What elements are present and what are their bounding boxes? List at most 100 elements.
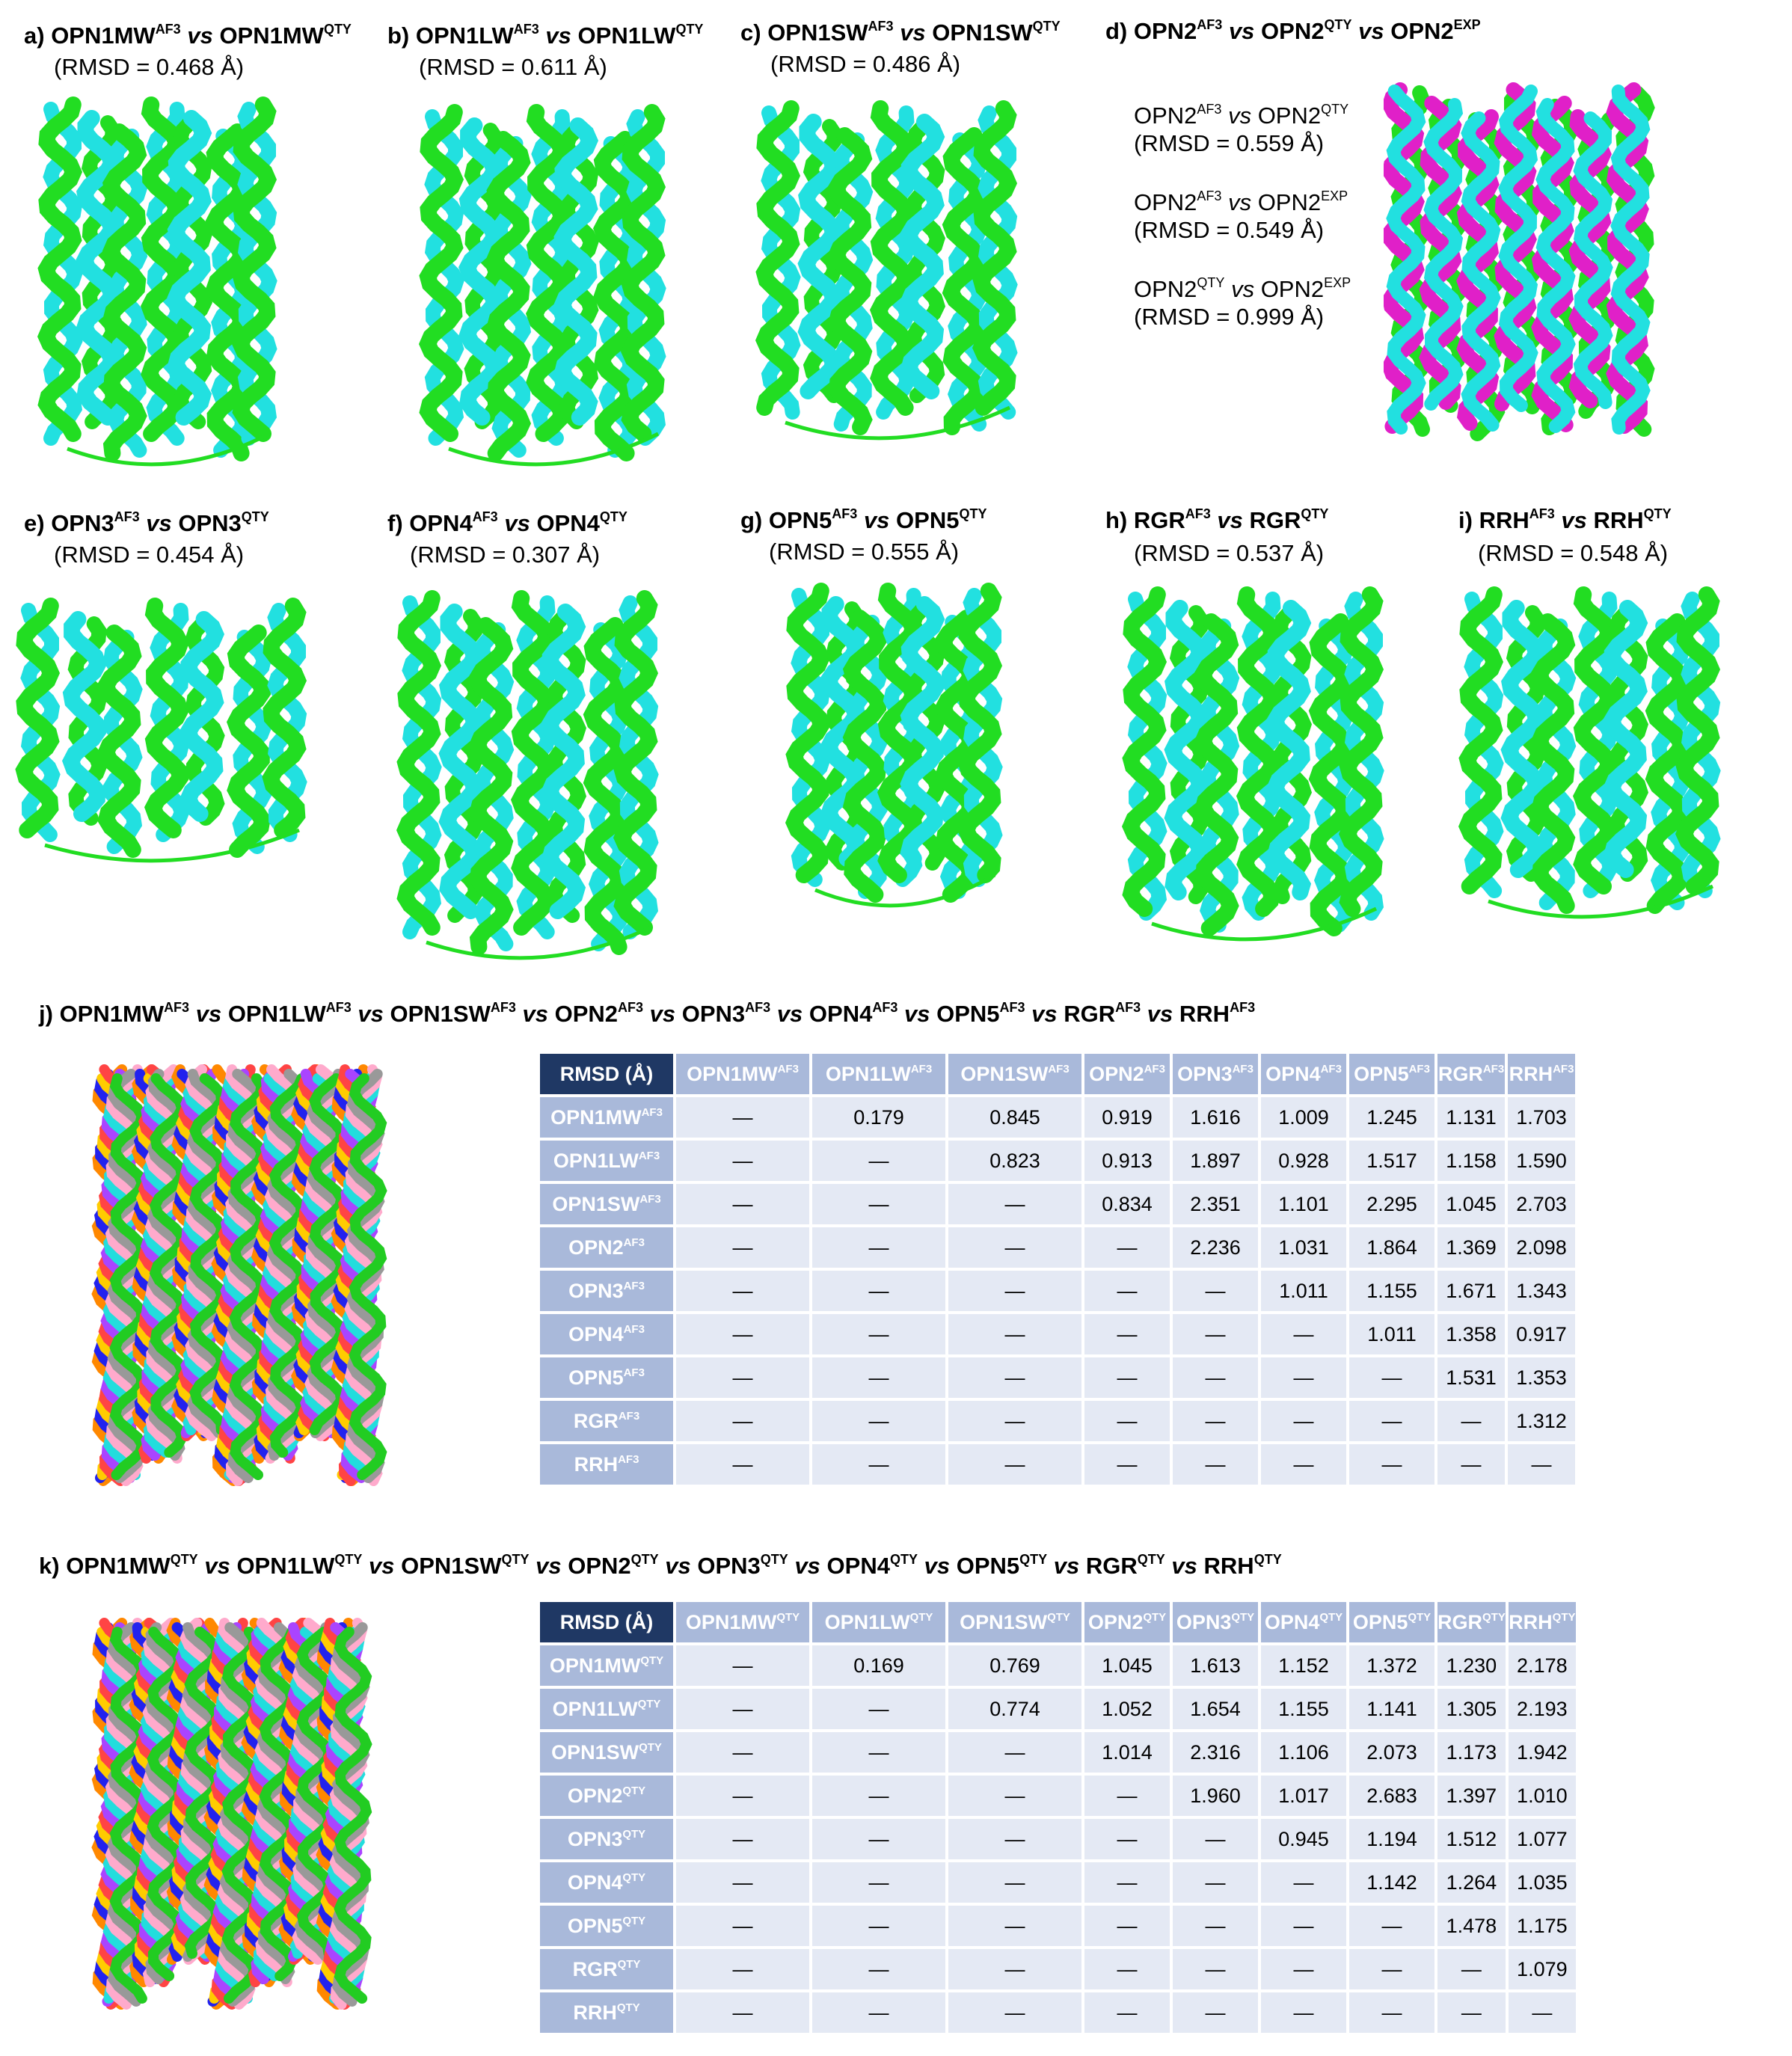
helix-ribbon bbox=[1610, 85, 1651, 435]
helix-ribbon bbox=[1681, 592, 1721, 898]
table-cell: 2.098 bbox=[1508, 1227, 1575, 1268]
table-cell: — bbox=[1173, 1314, 1258, 1354]
table-cell: 1.011 bbox=[1261, 1271, 1346, 1311]
loop-ribbon bbox=[785, 405, 1011, 441]
table-cell: 1.142 bbox=[1349, 1862, 1434, 1903]
row-header: OPN4AF3 bbox=[540, 1314, 673, 1354]
helix-ribbon bbox=[1194, 613, 1239, 936]
helix-ribbon bbox=[525, 104, 571, 442]
title-item: OPN1MW bbox=[66, 1553, 171, 1579]
title-item: OPN1MW bbox=[59, 1001, 165, 1027]
table-cell: — bbox=[812, 1819, 945, 1859]
helix-ribbon bbox=[613, 590, 659, 936]
helix-ribbon bbox=[1675, 586, 1721, 894]
table-cell: 1.031 bbox=[1261, 1227, 1346, 1268]
table-cell: 1.517 bbox=[1349, 1141, 1434, 1181]
table-cell: 2.351 bbox=[1173, 1184, 1258, 1224]
table-cell: — bbox=[948, 1357, 1081, 1398]
panel-d-title: d) OPN2AF3 vs OPN2QTY vs OPN2EXP bbox=[1105, 17, 1481, 44]
table-cell: 1.312 bbox=[1508, 1401, 1575, 1441]
table-cell: — bbox=[1349, 1357, 1434, 1398]
panel-d-note-2: OPN2AF3 vs OPN2EXP (RMSD = 0.549 Å) bbox=[1134, 188, 1348, 244]
panel-i-title: i) RRHAF3 vs RRHQTY bbox=[1458, 506, 1672, 533]
table-cell: — bbox=[676, 1314, 809, 1354]
table-cell: — bbox=[676, 1949, 809, 1989]
helix-ribbon bbox=[438, 604, 484, 919]
table-cell: — bbox=[1349, 1949, 1434, 1989]
table-cell: 0.913 bbox=[1084, 1141, 1170, 1181]
title-item: OPN3 bbox=[697, 1553, 761, 1579]
table-cell: 1.155 bbox=[1349, 1271, 1434, 1311]
panel-c-title: c) OPN1SWAF3 vs OPN1SWQTY bbox=[740, 19, 1061, 46]
helix-ribbon bbox=[510, 590, 556, 936]
table-cell: 0.774 bbox=[948, 1689, 1081, 1729]
table-cell: — bbox=[676, 1862, 809, 1903]
table-cell: — bbox=[1173, 1444, 1258, 1485]
table-cell: — bbox=[948, 1906, 1081, 1946]
column-header: RRHAF3 bbox=[1508, 1054, 1575, 1094]
column-header: OPN1SWQTY bbox=[948, 1602, 1081, 1642]
loop-ribbon bbox=[426, 925, 652, 960]
table-cell: — bbox=[1084, 1271, 1170, 1311]
table-row: OPN4AF3— — — — — —1.011 1.358 0.917 bbox=[540, 1314, 1575, 1354]
helix-ribbon bbox=[346, 1069, 385, 1483]
table-cell: — bbox=[1437, 1444, 1505, 1485]
structure-f bbox=[396, 590, 659, 960]
table-cell: — bbox=[676, 1906, 809, 1946]
helix-ribbon bbox=[1271, 605, 1313, 904]
table-row: OPN1MWAF3—0.179 0.845 0.919 1.616 1.009 1.245… bbox=[540, 1097, 1575, 1138]
table-cell: 1.305 bbox=[1437, 1689, 1506, 1729]
helix-ribbon bbox=[1308, 613, 1354, 936]
table-cell: — bbox=[1261, 1949, 1346, 1989]
table-cell: 2.178 bbox=[1508, 1645, 1576, 1686]
panel-j-title: j) OPN1MWAF3 vs OPN1LWAF3 vs OPN1SWAF3 v… bbox=[39, 1000, 1256, 1027]
title-item: OPN3 bbox=[681, 1001, 746, 1027]
helix-ribbon bbox=[262, 598, 307, 838]
table-cell: — bbox=[676, 1645, 809, 1686]
helix-ribbon bbox=[96, 625, 142, 858]
table-cell: — bbox=[1084, 1949, 1170, 1989]
table-cell: — bbox=[676, 1184, 809, 1224]
table-row: OPN1LWQTY — —0.774 1.052 1.654 1.155 1.141 1.30… bbox=[540, 1689, 1576, 1729]
row-header: OPN5QTY bbox=[540, 1906, 673, 1946]
helix-ribbon bbox=[226, 625, 271, 858]
helix-ribbon bbox=[334, 1627, 372, 2004]
table-cell: — bbox=[1261, 1357, 1346, 1398]
title-item: OPN5 bbox=[956, 1553, 1020, 1579]
helix-ribbon bbox=[583, 617, 628, 955]
table-row: RRHAF3— — — — — — — — — bbox=[540, 1444, 1575, 1485]
helix-ribbon bbox=[15, 598, 61, 838]
table-cell: — bbox=[1084, 1314, 1170, 1354]
table-cell: 1.155 bbox=[1261, 1689, 1346, 1729]
loop-ribbon bbox=[814, 873, 996, 908]
helix-ribbon bbox=[264, 1064, 303, 1464]
loop-ribbon bbox=[1151, 906, 1378, 942]
table-cell: 1.703 bbox=[1508, 1097, 1575, 1138]
loop-ribbon bbox=[67, 432, 271, 467]
helix-ribbon bbox=[76, 110, 121, 426]
table-cell: 1.173 bbox=[1437, 1732, 1506, 1773]
helix-ribbon bbox=[755, 100, 801, 416]
table-cell: 1.077 bbox=[1508, 1819, 1576, 1859]
table-cell: 1.052 bbox=[1084, 1689, 1170, 1729]
helix-ribbon bbox=[1568, 109, 1612, 408]
table-cell: — bbox=[948, 1819, 1081, 1859]
table-cell: 2.295 bbox=[1349, 1184, 1434, 1224]
table-cell: 1.671 bbox=[1437, 1271, 1505, 1311]
table-cell: 1.942 bbox=[1508, 1732, 1576, 1773]
table-row: OPN4QTY — — — — — —1.142 1.264 1.035 bbox=[540, 1862, 1576, 1903]
table-cell: — bbox=[676, 1819, 809, 1859]
panel-k-title: k) OPN1MWQTY vs OPN1LWQTY vs OPN1SWQTY v… bbox=[39, 1552, 1282, 1579]
structure-k-overlay bbox=[91, 1618, 372, 2010]
table-cell: — bbox=[812, 1949, 945, 1989]
table-cell: — bbox=[948, 1992, 1081, 2033]
helix-ribbon bbox=[1494, 82, 1537, 411]
title-item: OPN1LW bbox=[236, 1553, 335, 1579]
table-cell: 1.960 bbox=[1173, 1776, 1258, 1816]
table-cell: — bbox=[1173, 1992, 1258, 2033]
helix-ribbon bbox=[842, 610, 888, 903]
table-cell: 1.106 bbox=[1261, 1732, 1346, 1773]
table-row: OPN3AF3— — — — —1.011 1.155 1.671 1.343 bbox=[540, 1271, 1575, 1311]
table-cell: 0.179 bbox=[812, 1097, 945, 1138]
panel-d-note-3: OPN2QTY vs OPN2EXP (RMSD = 0.999 Å) bbox=[1134, 275, 1351, 331]
